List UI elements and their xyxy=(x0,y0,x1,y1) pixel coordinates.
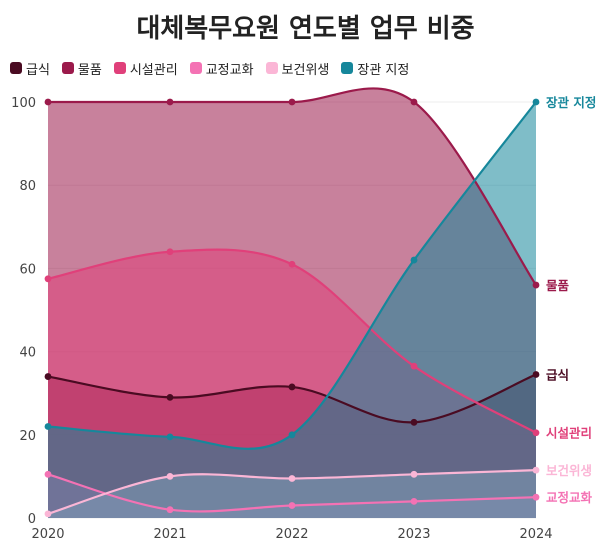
legend-label-health: 보건위생 xyxy=(281,62,330,78)
x-tick-label-2021: 2021 xyxy=(153,527,186,542)
legend-swatch-supplies xyxy=(61,62,74,74)
point-health-2024 xyxy=(532,466,540,474)
point-minister-2021 xyxy=(166,433,174,441)
legend-item-facility[interactable]: 시설관리 xyxy=(113,59,178,78)
point-correction-2024 xyxy=(532,493,540,501)
y-tick-label-0: 0 xyxy=(28,512,36,527)
legend-item-health[interactable]: 보건위생 xyxy=(265,59,330,78)
point-supplies-2023 xyxy=(410,98,418,106)
x-tick-label-2020: 2020 xyxy=(31,527,64,542)
legend-label-supplies: 물품 xyxy=(77,62,102,78)
point-meal-2021 xyxy=(166,393,174,401)
end-label-health: 보건위생 xyxy=(546,463,592,478)
x-tick-label-2023: 2023 xyxy=(397,527,430,542)
point-facility-2022 xyxy=(288,260,296,268)
end-label-supplies: 물품 xyxy=(546,278,570,293)
y-tick-label-60: 60 xyxy=(19,262,36,277)
legend: 급식 물품 시설관리 교정교화 보건위생 장관 지정 xyxy=(10,58,409,78)
area-layer xyxy=(48,88,536,519)
point-facility-2023 xyxy=(410,362,418,370)
y-tick-label-40: 40 xyxy=(19,346,36,361)
point-minister-2023 xyxy=(410,256,418,264)
point-minister-2024 xyxy=(532,98,540,106)
chart-title: 대체복무요원 연도별 업무 비중 xyxy=(136,14,475,44)
legend-item-minister[interactable]: 장관 지정 xyxy=(341,59,409,78)
legend-item-meal[interactable]: 급식 xyxy=(10,59,50,78)
point-supplies-2021 xyxy=(166,98,174,106)
legend-swatch-health xyxy=(265,62,278,74)
area-minister xyxy=(48,102,536,518)
point-supplies-2024 xyxy=(532,281,540,289)
point-correction-2022 xyxy=(288,502,296,509)
y-tick-label-100: 100 xyxy=(11,96,36,111)
end-label-correction: 교정교화 xyxy=(546,490,593,505)
legend-item-supplies[interactable]: 물품 xyxy=(61,59,102,78)
legend-label-facility: 시설관리 xyxy=(129,62,178,78)
legend-label-meal: 급식 xyxy=(26,62,50,78)
legend-swatch-facility xyxy=(113,62,126,74)
point-health-2021 xyxy=(166,473,174,480)
x-tick-label-2024: 2024 xyxy=(519,527,552,542)
line-minister xyxy=(47,101,537,450)
point-meal-2024 xyxy=(532,371,540,378)
axis-layer: 0 20 40 60 80 100 2020 2021 2022 2023 2024 xyxy=(11,96,552,542)
point-health-2023 xyxy=(410,470,418,478)
point-health-2020 xyxy=(44,510,52,518)
y-tick-label-20: 20 xyxy=(19,429,36,444)
point-facility-2021 xyxy=(166,248,174,256)
point-meal-2020 xyxy=(44,373,52,380)
legend-swatch-minister xyxy=(341,62,354,74)
point-meal-2023 xyxy=(410,418,418,426)
point-layer xyxy=(44,98,540,518)
point-minister-2020 xyxy=(44,423,52,430)
end-label-facility: 시설관리 xyxy=(546,426,592,441)
x-tick-label-2022: 2022 xyxy=(275,527,308,542)
point-correction-2023 xyxy=(410,497,418,505)
legend-item-correction[interactable]: 교정교화 xyxy=(189,59,254,78)
y-tick-label-80: 80 xyxy=(19,179,36,194)
line-supplies xyxy=(48,87,537,286)
point-facility-2024 xyxy=(532,429,540,437)
point-correction-2021 xyxy=(166,506,174,514)
point-minister-2022 xyxy=(288,431,296,439)
legend-swatch-correction xyxy=(189,62,202,74)
end-label-meal: 급식 xyxy=(546,367,569,382)
legend-label-correction: 교정교화 xyxy=(205,62,254,78)
legend-swatch-meal xyxy=(10,62,22,74)
point-health-2022 xyxy=(288,475,296,482)
point-facility-2020 xyxy=(44,275,52,283)
point-meal-2022 xyxy=(288,383,296,391)
point-supplies-2020 xyxy=(44,98,52,106)
point-supplies-2022 xyxy=(288,98,296,106)
end-label-minister: 장관 지정 xyxy=(546,95,596,110)
point-correction-2020 xyxy=(44,470,52,478)
legend-label-minister: 장관 지정 xyxy=(357,62,410,78)
